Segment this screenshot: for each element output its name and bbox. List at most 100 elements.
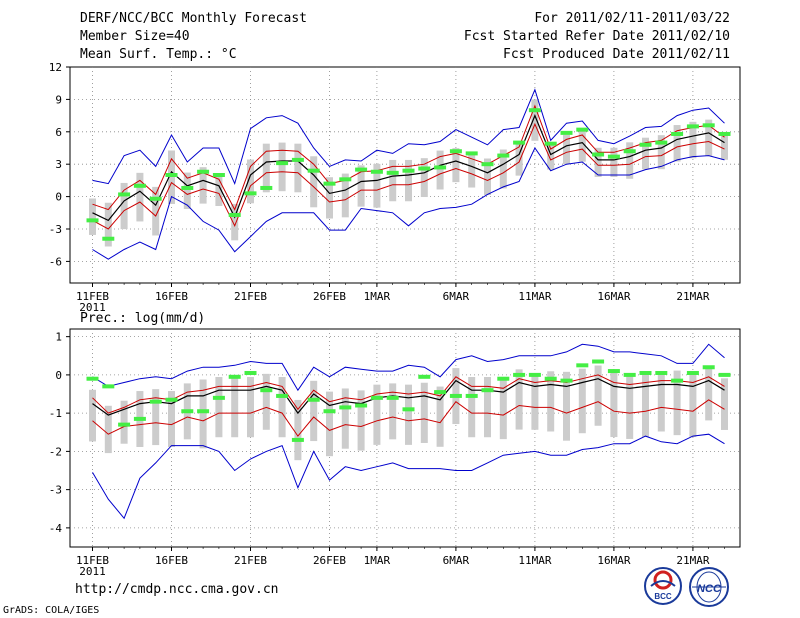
temp-observed-mark xyxy=(465,151,478,156)
prec-spread-box xyxy=(547,371,555,432)
temp-observed-mark xyxy=(513,140,526,145)
prec-spread-box xyxy=(231,376,239,438)
temp-spread-box xyxy=(657,135,665,170)
temp-observed-mark xyxy=(181,185,194,190)
prec-observed-mark xyxy=(165,397,178,402)
temp-spread-box xyxy=(294,143,302,193)
prec-spread-box xyxy=(626,374,634,439)
temp-spread-box xyxy=(594,147,602,177)
temp-ytick-label: 12 xyxy=(49,61,62,74)
temp-spread-box xyxy=(420,158,428,198)
temp-observed-mark xyxy=(418,166,431,171)
temp-ytick-label: 6 xyxy=(55,126,62,139)
temp-observed-mark xyxy=(718,131,731,136)
temp-observed-mark xyxy=(149,196,162,201)
temp-xtick-label: 11MAR xyxy=(518,290,551,303)
prec-observed-mark xyxy=(402,407,415,412)
prec-ytick-label: 0 xyxy=(55,369,62,382)
prec-mean-line xyxy=(92,378,725,416)
prec-observed-mark xyxy=(718,372,731,377)
temp-observed-mark xyxy=(592,152,605,157)
temp-mean-line xyxy=(92,114,725,222)
prec-observed-mark xyxy=(118,422,131,427)
temp-upper-line xyxy=(92,104,725,211)
produced-date: Fcst Produced Date 2011/02/11 xyxy=(503,47,730,62)
temp-observed-mark xyxy=(560,130,573,135)
temp-spread-box xyxy=(721,133,728,160)
prec-spread-box xyxy=(705,368,713,421)
temp-spread-box xyxy=(626,142,634,179)
prec-spread-box xyxy=(515,369,523,430)
prec-observed-mark xyxy=(197,409,210,414)
prec-ytick-label: -4 xyxy=(49,522,63,535)
temp-ytick-label: -6 xyxy=(49,255,62,268)
temp-observed-mark xyxy=(276,161,289,166)
temp-ytick-label: 0 xyxy=(55,191,62,204)
temp-observed-mark xyxy=(481,162,494,167)
temp-spread-box xyxy=(705,119,713,157)
prec-upper-line xyxy=(92,374,725,414)
temp-spread-box xyxy=(326,177,333,219)
prec-spread-box xyxy=(326,391,333,457)
temp-observed-mark xyxy=(386,170,399,175)
temp-spread-box xyxy=(89,198,96,235)
prec-spread-box xyxy=(215,376,223,438)
prec-spread-box xyxy=(278,376,286,438)
temp-max-line xyxy=(92,88,725,186)
prec-observed-mark xyxy=(671,378,684,383)
temp-spread-box xyxy=(152,186,160,236)
prec-spread-box xyxy=(578,368,586,434)
temp-spread-box xyxy=(578,130,586,162)
prec-spread-box xyxy=(104,405,112,454)
temp-observed-mark xyxy=(434,165,447,170)
prec-observed-mark xyxy=(260,388,273,393)
temp-observed-mark xyxy=(671,131,684,136)
prec-spread-box xyxy=(389,383,397,440)
temp-observed-mark xyxy=(102,236,115,241)
prec-spread-box xyxy=(689,372,697,438)
prec-spread-box xyxy=(468,376,476,438)
prec-observed-mark xyxy=(449,393,462,398)
prec-observed-mark xyxy=(149,399,162,404)
temp-observed-mark xyxy=(623,149,636,154)
prec-ytick-label: -2 xyxy=(49,445,62,458)
prec-observed-mark xyxy=(339,405,352,410)
prec-observed-mark xyxy=(607,369,620,374)
prec-xtick-label: 21MAR xyxy=(676,554,709,567)
temp-spread-box xyxy=(499,149,507,189)
temp-xtick-label: 21FEB xyxy=(234,290,267,303)
grads-credit: GrADS: COLA/IGES xyxy=(3,605,100,616)
chart-title: DERF/NCC/BCC Monthly Forecast xyxy=(80,11,307,26)
prec-observed-mark xyxy=(497,376,510,381)
prec-spread-box xyxy=(673,370,681,436)
prec-spread-box xyxy=(247,376,254,438)
prec-observed-mark xyxy=(212,395,225,400)
temp-spread-box xyxy=(341,173,349,218)
prec-observed-mark xyxy=(355,403,368,408)
prec-xtick-label: 11FEB xyxy=(76,554,109,567)
temp-spread-box xyxy=(247,159,254,204)
member-size: Member Size=40 xyxy=(80,29,190,44)
ncc-logo: NCC xyxy=(689,567,729,607)
temp-spread-box xyxy=(373,163,381,208)
temp-observed-mark xyxy=(118,192,131,197)
temp-observed-mark xyxy=(339,177,352,182)
prec-observed-mark xyxy=(465,393,478,398)
variable-label: Mean Surf. Temp.: °C xyxy=(80,47,237,62)
temp-observed-mark xyxy=(370,169,383,174)
temp-observed-mark xyxy=(576,127,589,132)
prec-xtick-label: 16MAR xyxy=(597,554,630,567)
prec-year-label: 2011 xyxy=(79,565,106,578)
temp-spread-box xyxy=(531,99,539,141)
temp-spread-box xyxy=(183,172,191,210)
temp-panel: -6 -3 0 3 6 9 12 11FEB 16FEB 21FEB 26FEB 1MAR 6MAR 11… xyxy=(49,61,741,314)
prec-panel: -4 -3 -2 -1 0 1 11FEB 16FEB 21FEB 26FEB 1MAR 6MAR 11… xyxy=(49,328,741,578)
temp-ytick-label: 9 xyxy=(55,93,62,106)
temp-observed-mark xyxy=(165,173,178,177)
forecast-period: For 2011/02/11-2011/03/22 xyxy=(534,11,730,26)
prec-spread-box xyxy=(357,390,365,451)
temp-xtick-label: 6MAR xyxy=(443,290,470,303)
temp-spread-box xyxy=(547,145,555,170)
temp-observed-mark xyxy=(686,124,699,129)
temp-observed-mark xyxy=(639,142,652,147)
